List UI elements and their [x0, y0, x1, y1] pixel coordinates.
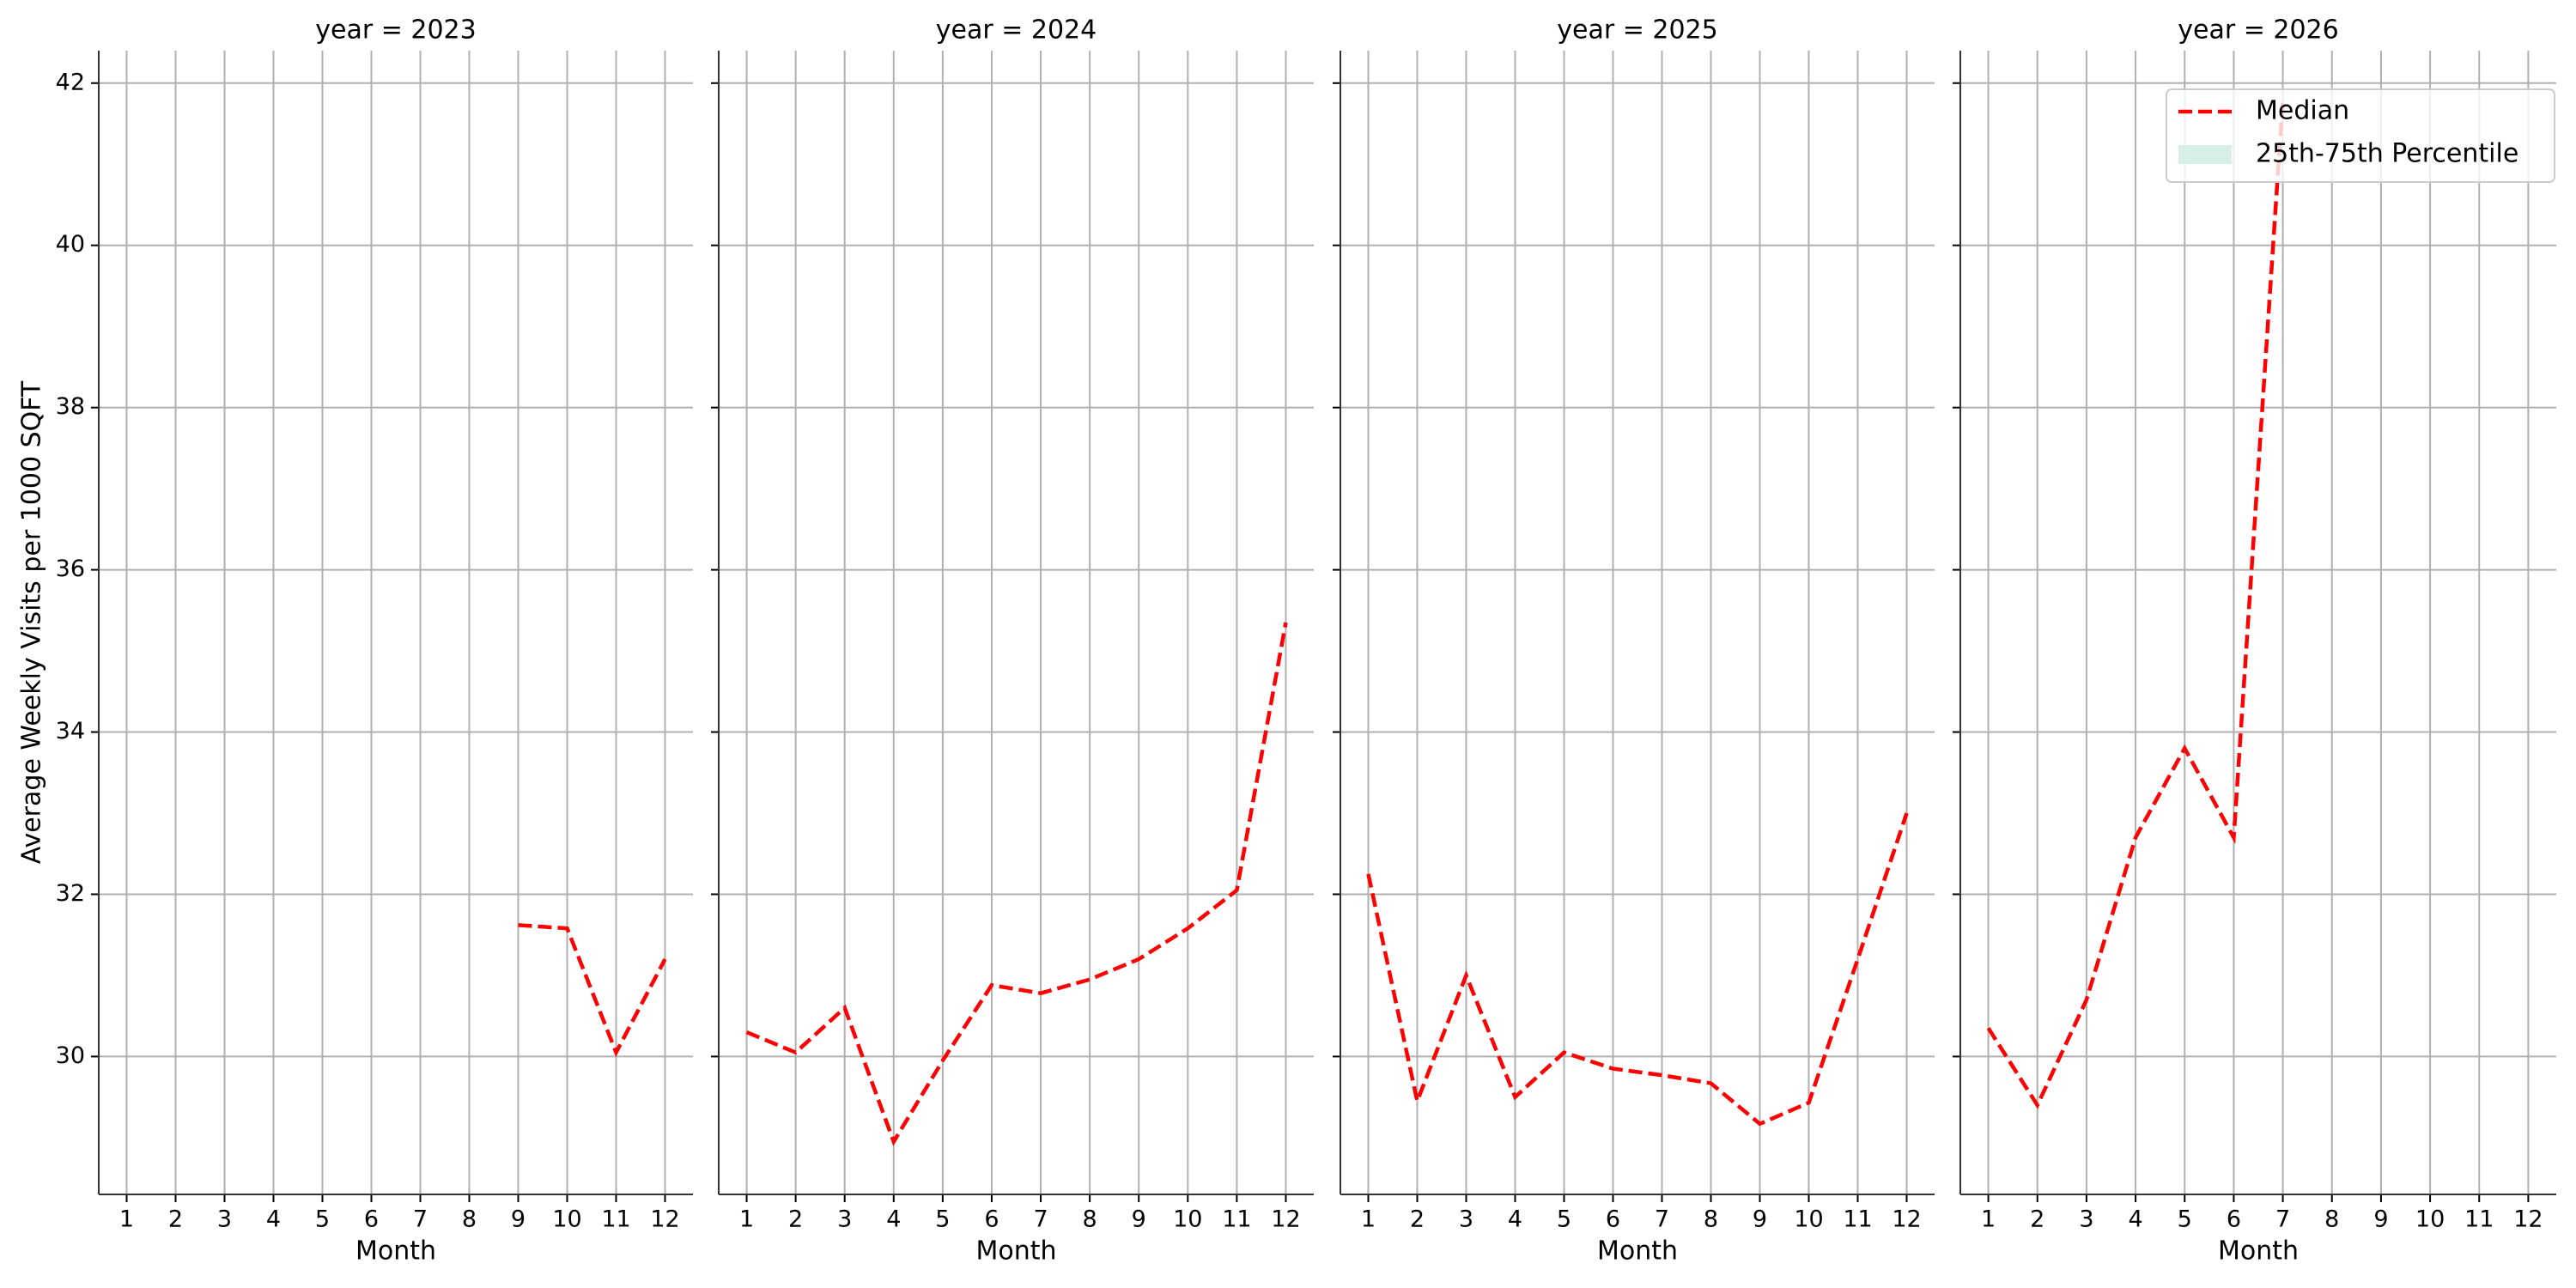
y-axis-label: Average Weekly Visits per 1000 SQFT — [17, 380, 47, 864]
x-tick-label: 4 — [266, 1206, 281, 1233]
y-tick-label: 40 — [56, 231, 85, 258]
x-tick-label: 8 — [462, 1206, 477, 1233]
x-tick-label: 10 — [1173, 1206, 1202, 1233]
x-tick-label: 5 — [1557, 1206, 1571, 1233]
x-tick-label: 3 — [2079, 1206, 2093, 1233]
x-tick-label: 6 — [1606, 1206, 1620, 1233]
x-tick-label: 11 — [601, 1206, 630, 1233]
x-axis-label: Month — [355, 1236, 436, 1267]
x-tick-label: 5 — [2178, 1206, 2192, 1233]
y-tick-label: 42 — [56, 69, 85, 95]
legend-box — [2166, 88, 2555, 183]
x-tick-label: 1 — [119, 1206, 134, 1233]
x-tick-label: 6 — [364, 1206, 379, 1233]
x-tick-label: 8 — [2324, 1206, 2339, 1233]
legend-label: 25th-75th Percentile — [2256, 139, 2518, 169]
y-tick-label: 30 — [56, 1042, 85, 1069]
panel-title: year = 2023 — [315, 15, 477, 46]
y-tick-label: 34 — [56, 718, 85, 744]
y-tick-label: 38 — [56, 393, 85, 420]
x-tick-label: 1 — [739, 1206, 754, 1233]
x-tick-label: 11 — [1222, 1206, 1251, 1233]
x-tick-label: 12 — [1892, 1206, 1921, 1233]
x-tick-label: 7 — [1033, 1206, 1048, 1233]
x-tick-label: 8 — [1083, 1206, 1097, 1233]
x-tick-label: 2 — [2030, 1206, 2044, 1233]
x-tick-label: 2 — [788, 1206, 803, 1233]
x-axis-label: Month — [975, 1236, 1056, 1267]
panel-title: year = 2025 — [1557, 15, 1718, 46]
x-tick-label: 9 — [511, 1206, 526, 1233]
x-tick-label: 10 — [552, 1206, 581, 1233]
x-tick-label: 10 — [1794, 1206, 1823, 1233]
panel-title: year = 2026 — [2178, 15, 2339, 46]
x-tick-label: 7 — [413, 1206, 428, 1233]
x-tick-label: 4 — [2128, 1206, 2142, 1233]
median-line — [1986, 99, 2285, 1109]
x-tick-label: 4 — [886, 1206, 901, 1233]
legend-swatch — [2178, 145, 2232, 164]
x-tick-label: 1 — [1361, 1206, 1376, 1233]
x-tick-label: 9 — [1132, 1206, 1146, 1233]
x-tick-label: 10 — [2415, 1206, 2445, 1233]
x-tick-label: 9 — [2373, 1206, 2388, 1233]
x-tick-label: 11 — [2464, 1206, 2494, 1233]
y-tick-label: 36 — [56, 556, 85, 582]
y-tick-label: 32 — [56, 880, 85, 907]
x-tick-label: 6 — [984, 1206, 999, 1233]
panel-title: year = 2024 — [936, 15, 1097, 46]
median-line — [518, 923, 667, 1058]
x-tick-label: 3 — [1459, 1206, 1473, 1233]
median-line — [745, 622, 1288, 1146]
median-line — [1366, 812, 1909, 1127]
x-tick-label: 6 — [2227, 1206, 2241, 1233]
x-tick-label: 12 — [650, 1206, 679, 1233]
x-tick-label: 2 — [168, 1206, 183, 1233]
x-tick-label: 12 — [2513, 1206, 2543, 1233]
x-tick-label: 7 — [1655, 1206, 1669, 1233]
x-tick-label: 3 — [837, 1206, 852, 1233]
x-tick-label: 4 — [1508, 1206, 1522, 1233]
x-tick-label: 2 — [1410, 1206, 1425, 1233]
x-tick-label: 3 — [217, 1206, 232, 1233]
x-tick-label: 1 — [1981, 1206, 1996, 1233]
x-tick-label: 9 — [1753, 1206, 1767, 1233]
x-tick-label: 5 — [315, 1206, 330, 1233]
x-axis-label: Month — [1597, 1236, 1678, 1267]
x-tick-label: 8 — [1704, 1206, 1718, 1233]
x-tick-label: 5 — [935, 1206, 950, 1233]
legend-label: Median — [2256, 96, 2349, 126]
x-tick-label: 12 — [1271, 1206, 1300, 1233]
x-tick-label: 7 — [2275, 1206, 2290, 1233]
x-axis-label: Month — [2218, 1236, 2299, 1267]
x-tick-label: 11 — [1843, 1206, 1872, 1233]
